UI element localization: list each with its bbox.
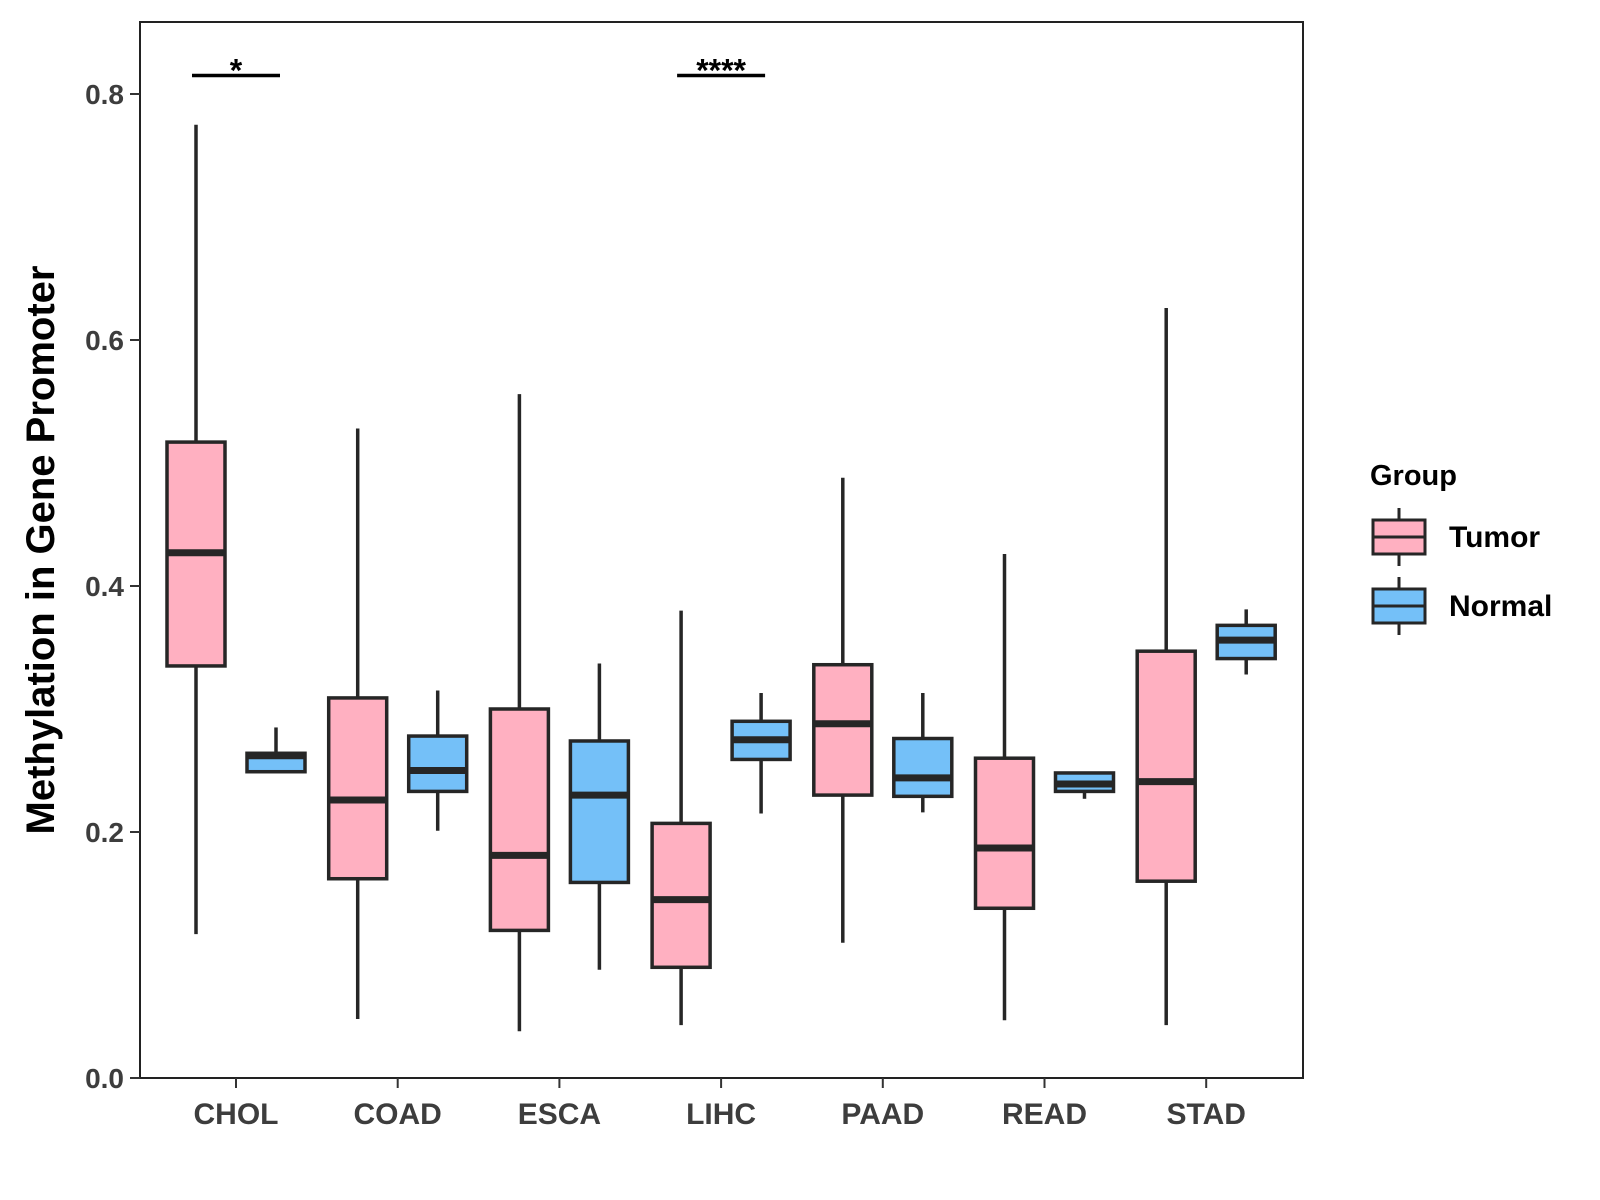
box-normal-esca [568, 663, 631, 970]
y-axis: 0.0 0.2 0.4 0.6 0.8 [85, 79, 140, 1094]
legend: Group Tumor Normal [1370, 460, 1552, 635]
box-tumor-chol [165, 124, 227, 935]
box-normal-paad [892, 693, 954, 813]
legend-label: Tumor [1449, 521, 1540, 554]
x-tick-label: COAD [354, 1098, 442, 1131]
significance-label: * [230, 53, 243, 89]
box-group [165, 124, 1277, 1032]
x-tick-label: LIHC [686, 1098, 756, 1131]
box-body [406, 734, 469, 794]
box-tumor-paad [812, 477, 874, 943]
box-tumor-read [973, 554, 1036, 1021]
box-normal-stad [1215, 609, 1277, 675]
box-body [650, 821, 712, 970]
x-tick-label: PAAD [841, 1098, 924, 1131]
box-body [1135, 649, 1197, 883]
box-normal-read [1053, 771, 1116, 799]
x-tick-label: READ [1002, 1098, 1087, 1131]
box-body [973, 756, 1036, 911]
x-axis: CHOL COAD ESCA LIHC PAAD READ STAD [194, 1078, 1246, 1131]
box-tumor-stad [1135, 308, 1197, 1026]
x-tick-label: CHOL [194, 1098, 279, 1131]
box-normal-chol [245, 727, 307, 774]
box-tumor-esca [488, 394, 551, 1032]
y-tick-label: 0.4 [85, 571, 124, 602]
box-normal-lihc [730, 693, 792, 814]
significance-annotations: * **** [192, 53, 766, 89]
x-tick-label: STAD [1166, 1098, 1245, 1131]
y-tick-label: 0.8 [85, 79, 124, 110]
box-body [812, 662, 874, 797]
significance-label: **** [696, 53, 746, 89]
legend-title: Group [1370, 460, 1457, 492]
legend-item-tumor: Tumor [1371, 508, 1540, 566]
y-axis-title: Methylation in Gene Promoter [19, 266, 63, 835]
box-body [568, 739, 631, 885]
legend-item-normal: Normal [1371, 577, 1552, 635]
box-body [488, 707, 551, 933]
box-tumor-coad [326, 428, 389, 1019]
y-tick-label: 0.6 [85, 325, 124, 356]
y-tick-label: 0.2 [85, 817, 124, 848]
plot-panel-border [139, 21, 1304, 1079]
x-tick-label: ESCA [518, 1098, 601, 1131]
y-tick-label: 0.0 [85, 1063, 124, 1094]
box-normal-coad [406, 690, 469, 831]
box-tumor-lihc [650, 610, 712, 1026]
box-body [892, 736, 954, 799]
box-body [326, 696, 389, 881]
legend-label: Normal [1449, 590, 1552, 623]
